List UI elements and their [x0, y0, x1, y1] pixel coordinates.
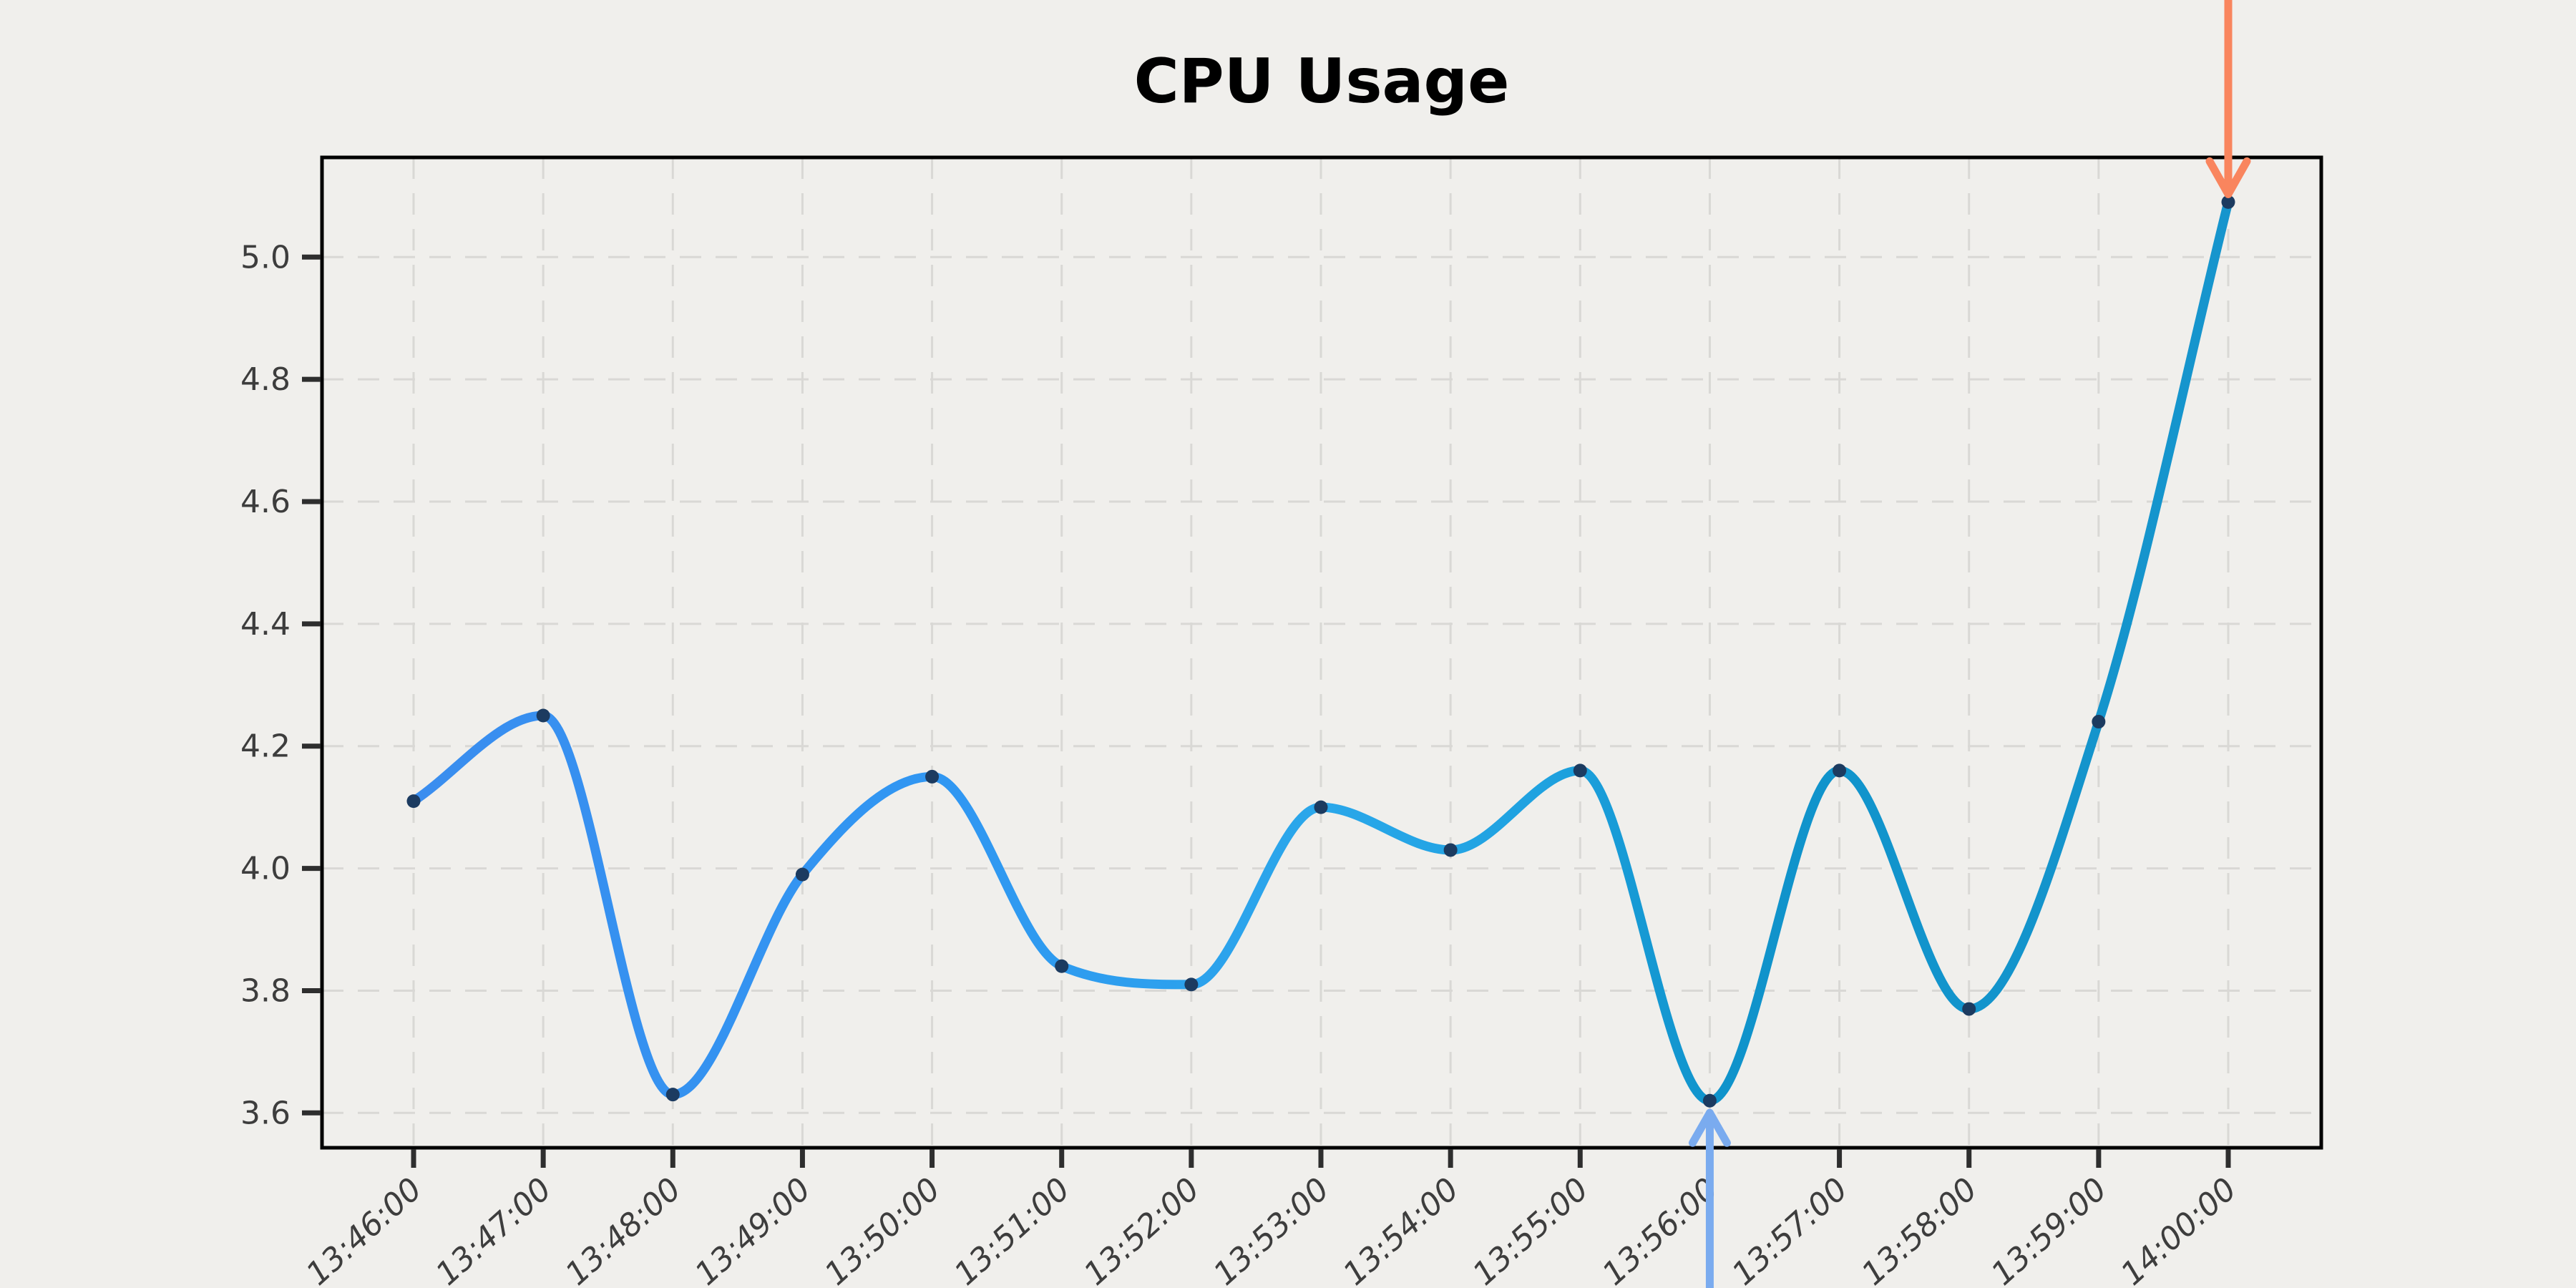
x-tick-label: 13:50:00 [818, 1171, 947, 1288]
data-point [2092, 715, 2106, 729]
x-tick-label: 13:51:00 [947, 1171, 1077, 1288]
data-point [1314, 800, 1328, 814]
plot-frame [320, 155, 2323, 1150]
x-tick-label: 13:46:00 [299, 1171, 429, 1288]
y-tick-labels: 3.6 3.8 4.0 4.2 4.4 4.6 4.8 5.0 [240, 239, 291, 1131]
low-arrow-icon [1688, 1108, 1731, 1288]
data-point [1833, 763, 1847, 778]
x-tick-label: 13:48:00 [559, 1171, 688, 1288]
x-tick-label: 13:53:00 [1206, 1171, 1336, 1288]
annotation-arrows [1688, 0, 2251, 1288]
data-point [1184, 977, 1199, 992]
chart-title: CPU Usage [1134, 46, 1510, 117]
x-tick-label: 13:55:00 [1466, 1171, 1596, 1288]
arrow-head [2205, 157, 2251, 198]
axes-frame [320, 155, 2323, 1150]
data-point [406, 794, 421, 809]
y-tick-label: 3.6 [240, 1095, 291, 1131]
axis-ticks [302, 254, 2231, 1168]
data-points [406, 195, 2235, 1108]
peak-arrow-icon [2205, 0, 2251, 198]
x-tick-label: 13:54:00 [1337, 1171, 1466, 1288]
x-tick-label: 13:59:00 [1984, 1171, 2114, 1288]
y-tick-label: 4.8 [240, 361, 291, 398]
y-tick-label: 5.0 [240, 239, 291, 275]
data-point [1443, 843, 1458, 857]
data-point [1055, 959, 1069, 973]
x-tick-label: 13:49:00 [688, 1171, 818, 1288]
grid-lines [322, 157, 2321, 1148]
y-tick-label: 4.4 [240, 606, 291, 643]
x-tick-labels: 13:46:00 13:47:00 13:48:00 13:49:00 13:50:00… [299, 1171, 2243, 1288]
data-point [2221, 195, 2235, 209]
y-tick-label: 3.8 [240, 972, 291, 1009]
x-tick-label: 13:56:00 [1596, 1171, 1725, 1288]
data-point [536, 708, 550, 723]
data-point [1962, 1002, 1976, 1016]
data-point [1702, 1093, 1717, 1108]
data-point [665, 1088, 680, 1102]
y-tick-label: 4.2 [240, 728, 291, 765]
x-tick-label: 13:58:00 [1855, 1171, 1984, 1288]
y-tick-label: 4.0 [240, 851, 291, 887]
y-tick-label: 4.6 [240, 484, 291, 520]
data-point [925, 769, 940, 784]
x-tick-label: 13:57:00 [1725, 1171, 1855, 1288]
data-point [795, 867, 809, 882]
x-tick-label: 13:47:00 [429, 1171, 559, 1288]
data-point [1573, 763, 1587, 778]
arrow-head [1688, 1108, 1731, 1147]
x-tick-label: 13:52:00 [1077, 1171, 1206, 1288]
x-tick-label: 14:00:00 [2114, 1171, 2243, 1288]
